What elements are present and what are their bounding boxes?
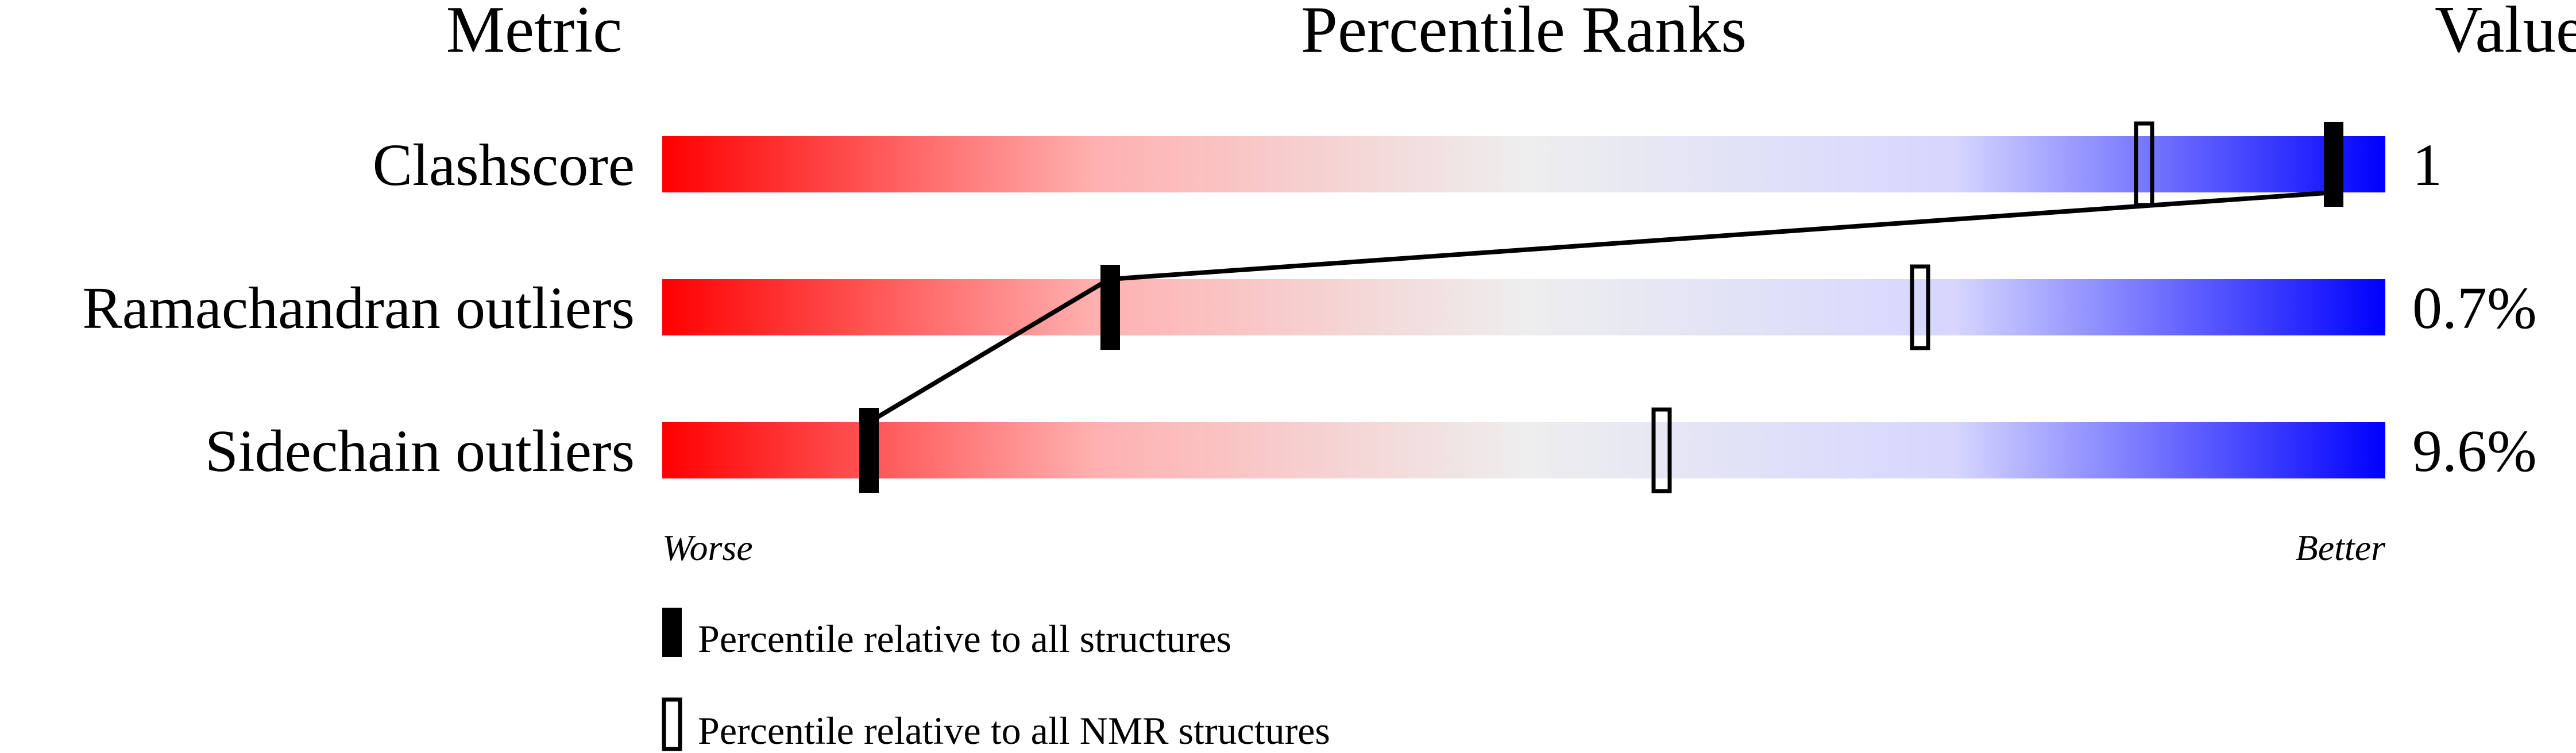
percentile-bar xyxy=(662,136,2385,192)
worse-label: Worse xyxy=(662,527,753,568)
metric-row: Ramachandran outliers 0.7% xyxy=(82,264,2537,350)
metric-label: Ramachandran outliers xyxy=(82,275,635,341)
nmr-percentile-marker xyxy=(1651,407,1672,493)
connector-line xyxy=(867,276,1112,424)
metric-row: Clashscore 1 xyxy=(373,121,2442,207)
percentile-bar xyxy=(662,279,2385,335)
nmr-percentile-marker xyxy=(1910,264,1930,350)
percentile-bar xyxy=(662,422,2385,478)
header-percentile-ranks: Percentile Ranks xyxy=(1301,0,1747,66)
header-metric: Metric xyxy=(446,0,623,66)
metric-row: Sidechain outliers 9.6% xyxy=(205,407,2537,493)
metric-value: 0.7% xyxy=(2412,275,2537,341)
legend-all-label: Percentile relative to all structures xyxy=(698,617,1231,661)
metric-value: 1 xyxy=(2412,132,2442,198)
metric-value: 9.6% xyxy=(2412,418,2537,484)
better-label: Better xyxy=(2296,527,2386,568)
connector-line xyxy=(1110,190,2334,281)
legend-nmr-label: Percentile relative to all NMR structure… xyxy=(698,709,1330,752)
header-value: Value xyxy=(2435,0,2576,66)
legend-all-marker xyxy=(662,608,682,657)
metric-label: Clashscore xyxy=(373,132,635,198)
legend-nmr-marker xyxy=(662,697,682,751)
metric-label: Sidechain outliers xyxy=(205,418,635,484)
